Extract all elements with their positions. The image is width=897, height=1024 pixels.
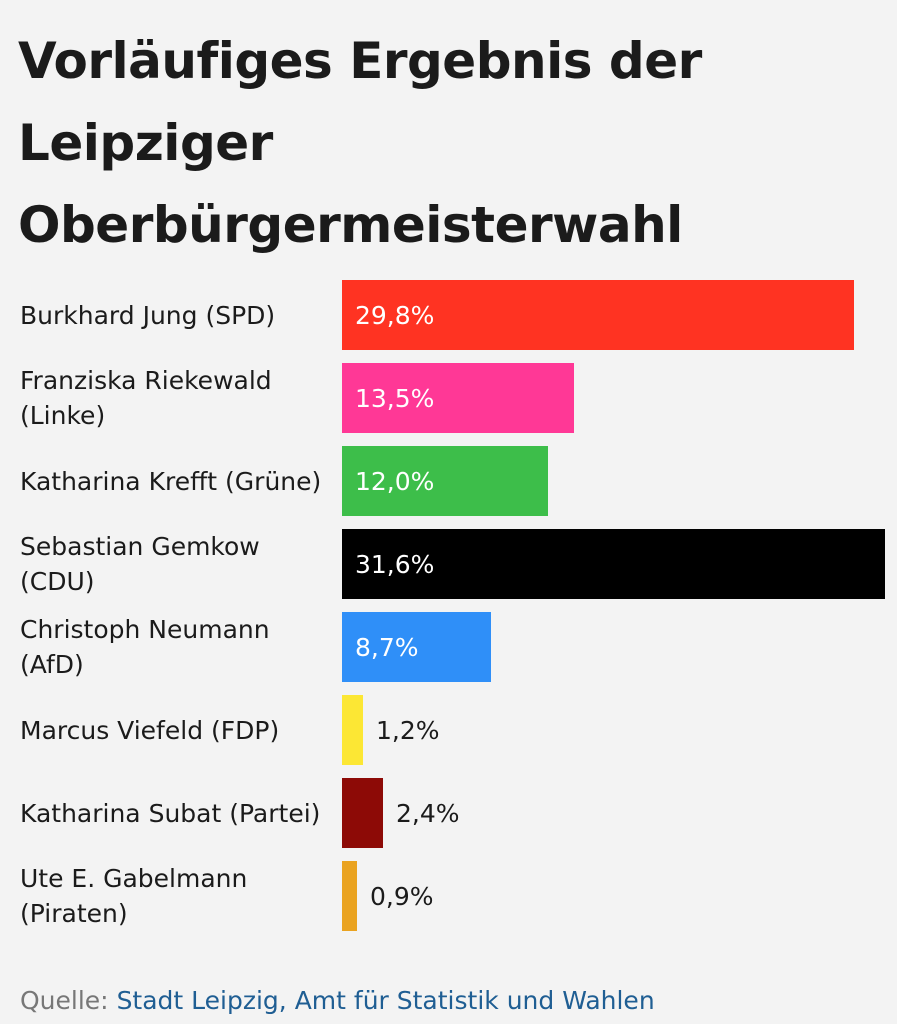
category-label: Ute E. Gabelmann (Piraten) [20, 864, 248, 928]
bar [342, 612, 491, 682]
bar [342, 861, 357, 931]
category-label: Franziska Riekewald (Linke) [20, 366, 272, 430]
chart-title: Vorläufiges Ergebnis der Leipziger Oberb… [18, 32, 702, 254]
chart-row: Katharina Subat (Partei) 2,4% [0, 778, 897, 848]
chart-row: Marcus Viefeld (FDP) 1,2% [0, 695, 897, 765]
chart-row: Ute E. Gabelmann (Piraten) 0,9% [0, 861, 897, 931]
source-label: Quelle: [20, 986, 109, 1015]
data-label: 31,6% [355, 549, 435, 579]
category-label: Marcus Viefeld (FDP) [20, 715, 280, 745]
bar [342, 529, 885, 599]
category-label: Christoph Neumann (AfD) [20, 615, 270, 679]
bar [342, 446, 548, 516]
category-label: Katharina Subat (Partei) [20, 798, 321, 828]
data-label: 0,9% [370, 881, 434, 911]
data-label: 13,5% [355, 383, 435, 413]
bar [342, 778, 383, 848]
bar [342, 695, 363, 765]
chart-row: Franziska Riekewald (Linke) 13,5% [0, 363, 897, 433]
data-label: 2,4% [396, 798, 460, 828]
chart-row: Katharina Krefft (Grüne) 12,0% [0, 446, 897, 516]
chart-row: Sebastian Gemkow (CDU) 31,6% [0, 529, 897, 599]
source-line: Quelle: Stadt Leipzig, Amt für Statistik… [20, 986, 655, 1015]
data-label: 29,8% [355, 300, 435, 330]
data-label: 8,7% [355, 632, 419, 662]
category-label: Sebastian Gemkow (CDU) [20, 532, 260, 596]
bar-chart: Burkhard Jung (SPD) 29,8% Franziska Riekew… [0, 280, 897, 940]
category-label: Burkhard Jung (SPD) [20, 300, 276, 330]
category-label: Katharina Krefft (Grüne) [20, 466, 322, 496]
data-label: 1,2% [376, 715, 440, 745]
chart-row: Christoph Neumann (AfD) 8,7% [0, 612, 897, 682]
chart-row: Burkhard Jung (SPD) 29,8% [0, 280, 897, 350]
source-link[interactable]: Stadt Leipzig, Amt für Statistik und Wah… [116, 986, 655, 1015]
bar [342, 363, 574, 433]
data-label: 12,0% [355, 466, 435, 496]
bar [342, 280, 854, 350]
